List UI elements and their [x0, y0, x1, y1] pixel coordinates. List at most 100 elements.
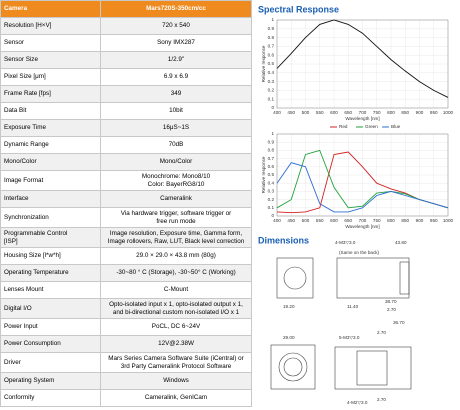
y-tick-label: 0.8 — [268, 35, 275, 40]
x-tick-label: 550 — [316, 110, 324, 115]
x-tick-label: 400 — [273, 218, 281, 223]
spec-value: Cameralink, GenICam — [100, 389, 252, 407]
spec-value: 10bit — [100, 102, 252, 120]
spec-label: Sensor Size — [0, 51, 101, 69]
spec-value: 349 — [100, 85, 252, 103]
x-tick-label: 700 — [359, 218, 367, 223]
x-tick-label: 650 — [344, 110, 352, 115]
y-tick-label: 0.5 — [268, 172, 275, 177]
dimension-label: 43.80 — [395, 240, 407, 245]
spec-value: Sony IMX287 — [100, 34, 252, 52]
y-tick-label: 0.7 — [268, 44, 275, 49]
spec-value: 16μS~1S — [100, 119, 252, 137]
spec-label: Dynamic Range — [0, 136, 101, 154]
y-tick-label: 0 — [271, 213, 274, 218]
x-tick-label: 550 — [316, 218, 324, 223]
y-tick-label: 0.3 — [268, 189, 275, 194]
x-tick-label: 900 — [416, 218, 424, 223]
y-tick-label: 0.2 — [268, 197, 275, 202]
spec-label: Synchronization — [0, 207, 101, 228]
connector — [399, 261, 410, 295]
spec-label: Digital I/O — [0, 298, 101, 319]
lens — [283, 357, 303, 377]
lens — [278, 352, 308, 382]
x-tick-label: 650 — [344, 218, 352, 223]
x-tick-label: 750 — [373, 218, 381, 223]
x-tick-label: 800 — [387, 218, 395, 223]
y-axis-label: Relative response — [261, 45, 266, 82]
spec-value: 720 x 540 — [100, 17, 252, 35]
spec-row: Sensor Size 1/2.9" — [0, 51, 252, 69]
spec-label: Lenses Mount — [0, 281, 101, 299]
legend-label: Green — [365, 124, 378, 129]
spec-value: 6.9 x 6.9 — [100, 68, 252, 86]
mount — [356, 350, 388, 386]
spec-label: Interface — [0, 190, 101, 208]
y-axis-label: Relative response — [261, 156, 266, 193]
spec-label: Resolution [H×V] — [0, 17, 101, 35]
dimension-label: 11.40 — [347, 304, 359, 309]
right-panel: Spectral Response Dimensions 0 0.1 0.2 0.3 0… — [258, 4, 454, 405]
y-tick-label: 0.2 — [268, 88, 275, 93]
dimension-label: 4-M2▽3.0 — [347, 400, 368, 405]
spec-label: Programmable Control [ISP] — [0, 227, 101, 248]
spec-row: Pixel Size [μm] 6.9 x 6.9 — [0, 68, 252, 86]
spec-value: Mono/Color — [100, 153, 252, 171]
x-tick-label: 450 — [287, 218, 295, 223]
spec-label: Power Consumption — [0, 335, 101, 353]
spec-value: C-Mount — [100, 281, 252, 299]
lens — [283, 266, 307, 290]
spec-value: Windows — [100, 372, 252, 390]
y-tick-label: 0 — [271, 105, 274, 110]
header-cell: Camera — [0, 0, 101, 18]
spec-row: Interface Cameralink — [0, 190, 252, 208]
spec-value: Mars Series Camera Software Suite (iCent… — [100, 352, 252, 373]
dimension-label: 5-M3▽3.0 — [339, 335, 360, 340]
spec-value: Opto-isolated input x 1, opto-isolated o… — [100, 298, 252, 319]
x-tick-label: 950 — [430, 218, 438, 223]
spec-value: Cameralink — [100, 190, 252, 208]
spec-value: Image resolution, Exposure time, Gamma f… — [100, 227, 252, 248]
spec-label: Data Bit — [0, 102, 101, 120]
x-tick-label: 850 — [401, 218, 409, 223]
header-cell: Mars720S-350cm/cc — [100, 0, 252, 18]
spec-row: Exposure Time 16μS~1S — [0, 119, 252, 137]
series-line — [276, 19, 449, 98]
x-tick-label: 400 — [273, 110, 281, 115]
section-title: Dimensions — [258, 235, 309, 245]
spec-label: Operating Temperature — [0, 264, 101, 282]
x-tick-label: 700 — [359, 110, 367, 115]
series-line — [276, 162, 449, 213]
x-tick-label: 950 — [430, 110, 438, 115]
spec-row: Driver Mars Series Camera Software Suite … — [0, 352, 252, 373]
y-tick-label: 0.5 — [268, 61, 275, 66]
side-view — [334, 346, 412, 390]
x-tick-label: 1000 — [443, 218, 454, 223]
spec-row: Lenses Mount C-Mount — [0, 281, 252, 299]
spec-label: Mono/Color — [0, 153, 101, 171]
x-tick-label: 500 — [302, 110, 310, 115]
x-axis-label: Wavelength [nm] — [345, 224, 379, 229]
spec-value: 70dB — [100, 136, 252, 154]
spec-label: Operating System — [0, 372, 101, 390]
spec-value: -30~80 ° C (Storage), -30~50° C (Working… — [100, 264, 252, 282]
spec-value: 1/2.9" — [100, 51, 252, 69]
spec-label: Frame Rate [fps] — [0, 85, 101, 103]
dimension-label: 2.70 — [387, 307, 396, 312]
spec-row: Synchronization Via hardware trigger, sof… — [0, 207, 252, 228]
y-tick-label: 0.1 — [268, 205, 275, 210]
spec-row: Sensor Sony IMX287 — [0, 34, 252, 52]
plot-frame — [276, 133, 449, 217]
spec-label: Sensor — [0, 34, 101, 52]
x-tick-label: 850 — [401, 110, 409, 115]
header-row: Camera Mars720S-350cm/cc — [0, 0, 252, 18]
spec-row: Operating Temperature -30~80 ° C (Storage… — [0, 264, 252, 282]
spec-row: Image Format Monochrome: Mono8/10 Color: … — [0, 170, 252, 191]
spec-row: Frame Rate [fps] 349 — [0, 85, 252, 103]
drawings — [270, 257, 412, 390]
y-tick-label: 0.6 — [268, 164, 275, 169]
y-tick-label: 0.9 — [268, 139, 275, 144]
x-tick-label: 750 — [373, 110, 381, 115]
spec-row: Mono/Color Mono/Color — [0, 153, 252, 171]
legend-label: Blue — [391, 124, 401, 129]
